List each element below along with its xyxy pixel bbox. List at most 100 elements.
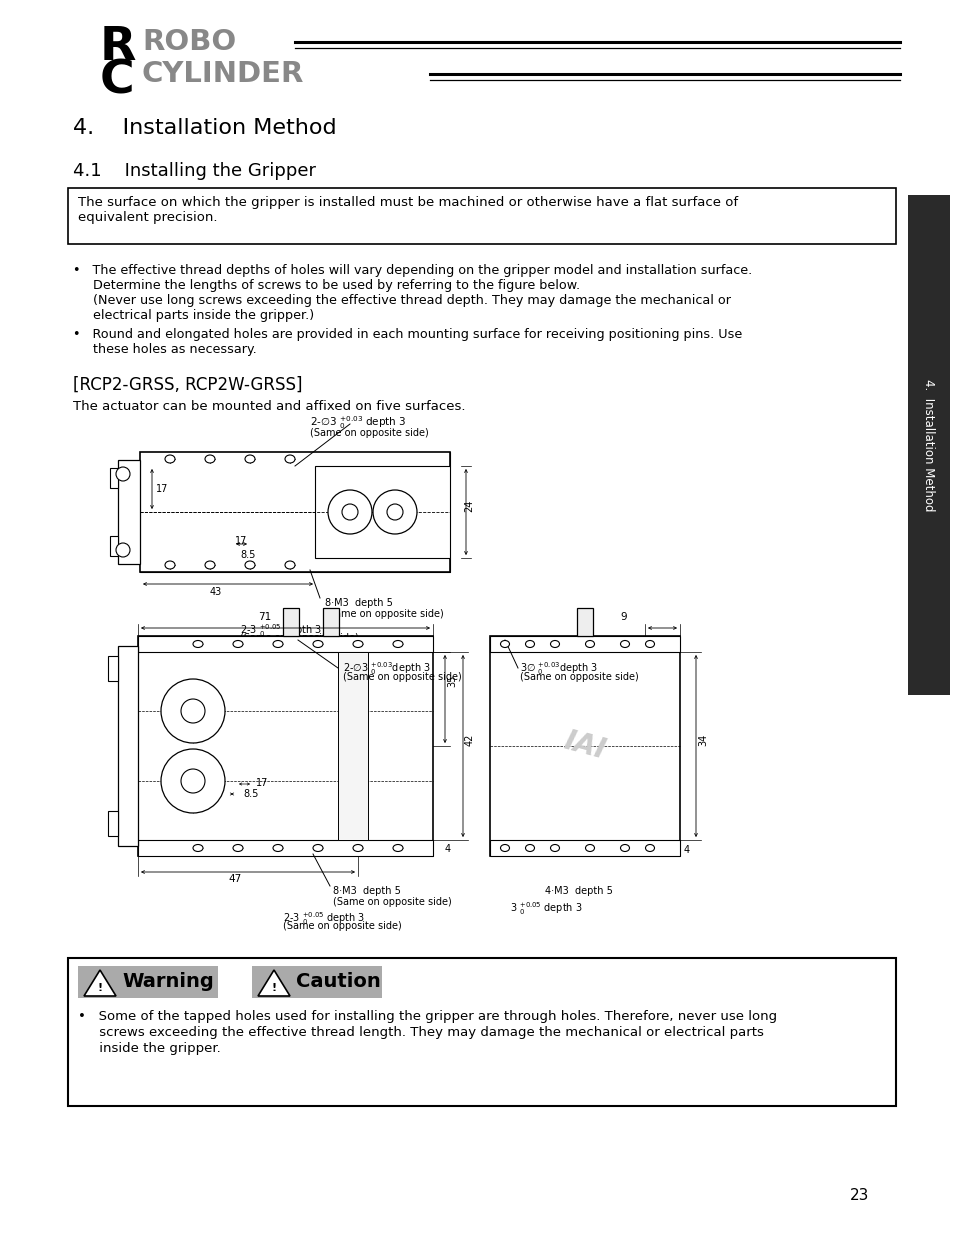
- Text: 8·M3  depth 5: 8·M3 depth 5: [333, 885, 400, 897]
- Bar: [323, 608, 338, 636]
- Text: 2-$\varnothing$3 $^{+0.03}_{0}$ depth 3: 2-$\varnothing$3 $^{+0.03}_{0}$ depth 3: [310, 414, 406, 431]
- Ellipse shape: [353, 641, 363, 647]
- Ellipse shape: [233, 845, 243, 851]
- Ellipse shape: [193, 641, 203, 647]
- Ellipse shape: [205, 454, 214, 463]
- Bar: [108, 811, 118, 836]
- Ellipse shape: [313, 641, 323, 647]
- Text: 9: 9: [619, 613, 626, 622]
- Text: electrical parts inside the gripper.): electrical parts inside the gripper.): [73, 309, 314, 322]
- Text: !: !: [97, 983, 103, 993]
- Text: 2-$\varnothing$3 $^{+0.03}_{0}$depth 3: 2-$\varnothing$3 $^{+0.03}_{0}$depth 3: [343, 659, 430, 677]
- Text: R: R: [100, 25, 136, 70]
- Polygon shape: [257, 969, 290, 995]
- Bar: [108, 656, 118, 680]
- Text: 34: 34: [698, 734, 707, 746]
- Ellipse shape: [273, 641, 283, 647]
- Text: •   Round and elongated holes are provided in each mounting surface for receivin: • Round and elongated holes are provided…: [73, 329, 741, 341]
- Ellipse shape: [645, 641, 654, 647]
- Ellipse shape: [165, 561, 174, 569]
- Bar: [118, 646, 138, 846]
- Bar: [110, 536, 118, 556]
- Text: 4.    Installation Method: 4. Installation Method: [73, 119, 336, 138]
- Text: 4: 4: [683, 845, 689, 855]
- Ellipse shape: [193, 845, 203, 851]
- Ellipse shape: [285, 454, 294, 463]
- Text: 17: 17: [156, 484, 168, 494]
- Ellipse shape: [205, 561, 214, 569]
- Ellipse shape: [585, 641, 594, 647]
- Text: 8·M3  depth 5: 8·M3 depth 5: [325, 598, 393, 608]
- Text: (Same on opposite side): (Same on opposite side): [310, 429, 428, 438]
- Text: 2-3 $^{+0.05}_{0}$ depth 3: 2-3 $^{+0.05}_{0}$ depth 3: [283, 910, 365, 926]
- Bar: [68, 188, 895, 245]
- Text: Warning: Warning: [122, 972, 213, 990]
- Text: •   The effective thread depths of holes will vary depending on the gripper mode: • The effective thread depths of holes w…: [73, 264, 752, 277]
- Text: these holes as necessary.: these holes as necessary.: [73, 343, 256, 356]
- Text: (Same on opposite side): (Same on opposite side): [343, 672, 461, 682]
- Text: 47: 47: [228, 874, 241, 884]
- Bar: [140, 558, 450, 572]
- Text: 17: 17: [255, 778, 268, 788]
- Text: C: C: [100, 58, 134, 103]
- Text: (Same on opposite side): (Same on opposite side): [333, 897, 452, 906]
- Circle shape: [181, 769, 205, 793]
- Bar: [490, 636, 679, 652]
- Text: 35: 35: [447, 674, 456, 687]
- Text: CYLINDER: CYLINDER: [142, 61, 304, 88]
- Bar: [68, 958, 895, 1107]
- Text: 4: 4: [444, 844, 451, 853]
- Circle shape: [328, 490, 372, 534]
- Text: 4.  Installation Method: 4. Installation Method: [922, 379, 935, 511]
- Text: 71: 71: [257, 613, 271, 622]
- Text: 8.5: 8.5: [240, 550, 255, 559]
- Ellipse shape: [285, 561, 294, 569]
- Ellipse shape: [393, 641, 402, 647]
- Text: (Same on opposite side): (Same on opposite side): [325, 609, 443, 619]
- Bar: [138, 636, 433, 856]
- Ellipse shape: [245, 561, 254, 569]
- Bar: [140, 452, 450, 572]
- Text: (Never use long screws exceeding the effective thread depth. They may damage the: (Never use long screws exceeding the eff…: [73, 294, 730, 308]
- Text: 23: 23: [849, 1188, 869, 1203]
- Text: 3 $^{+0.05}_{0}$ depth 3: 3 $^{+0.05}_{0}$ depth 3: [510, 900, 582, 916]
- Bar: [252, 966, 381, 998]
- Text: 4.1    Installing the Gripper: 4.1 Installing the Gripper: [73, 162, 315, 180]
- Circle shape: [341, 504, 357, 520]
- Text: (Same on opposite side): (Same on opposite side): [240, 634, 358, 643]
- Text: (Same on opposite side): (Same on opposite side): [519, 672, 639, 682]
- Bar: [907, 195, 949, 695]
- Polygon shape: [84, 969, 116, 995]
- Ellipse shape: [313, 845, 323, 851]
- Bar: [138, 636, 433, 652]
- Text: •   Some of the tapped holes used for installing the gripper are through holes. : • Some of the tapped holes used for inst…: [78, 1010, 777, 1023]
- Circle shape: [116, 467, 130, 480]
- Ellipse shape: [645, 845, 654, 851]
- Text: The actuator can be mounted and affixed on five surfaces.: The actuator can be mounted and affixed …: [73, 400, 465, 412]
- Bar: [138, 840, 433, 856]
- Text: Caution: Caution: [295, 972, 380, 990]
- Circle shape: [387, 504, 402, 520]
- Text: The surface on which the gripper is installed must be machined or otherwise have: The surface on which the gripper is inst…: [78, 196, 738, 224]
- Text: (Same on opposite side): (Same on opposite side): [283, 921, 401, 931]
- Text: 43: 43: [210, 587, 222, 597]
- Ellipse shape: [585, 845, 594, 851]
- Circle shape: [161, 679, 225, 743]
- Bar: [110, 468, 118, 488]
- Text: 3$\varnothing$ $^{+0.03}_{0}$depth 3: 3$\varnothing$ $^{+0.03}_{0}$depth 3: [519, 659, 598, 677]
- Ellipse shape: [525, 641, 534, 647]
- Bar: [118, 459, 140, 564]
- Text: IAI: IAI: [560, 727, 608, 764]
- Ellipse shape: [619, 845, 629, 851]
- Text: 24: 24: [463, 500, 474, 513]
- Bar: [577, 608, 593, 636]
- Ellipse shape: [619, 641, 629, 647]
- Circle shape: [161, 748, 225, 813]
- Ellipse shape: [550, 641, 558, 647]
- Ellipse shape: [353, 845, 363, 851]
- Ellipse shape: [500, 641, 509, 647]
- Ellipse shape: [273, 845, 283, 851]
- Text: 42: 42: [464, 734, 475, 746]
- Ellipse shape: [233, 641, 243, 647]
- Bar: [337, 652, 368, 840]
